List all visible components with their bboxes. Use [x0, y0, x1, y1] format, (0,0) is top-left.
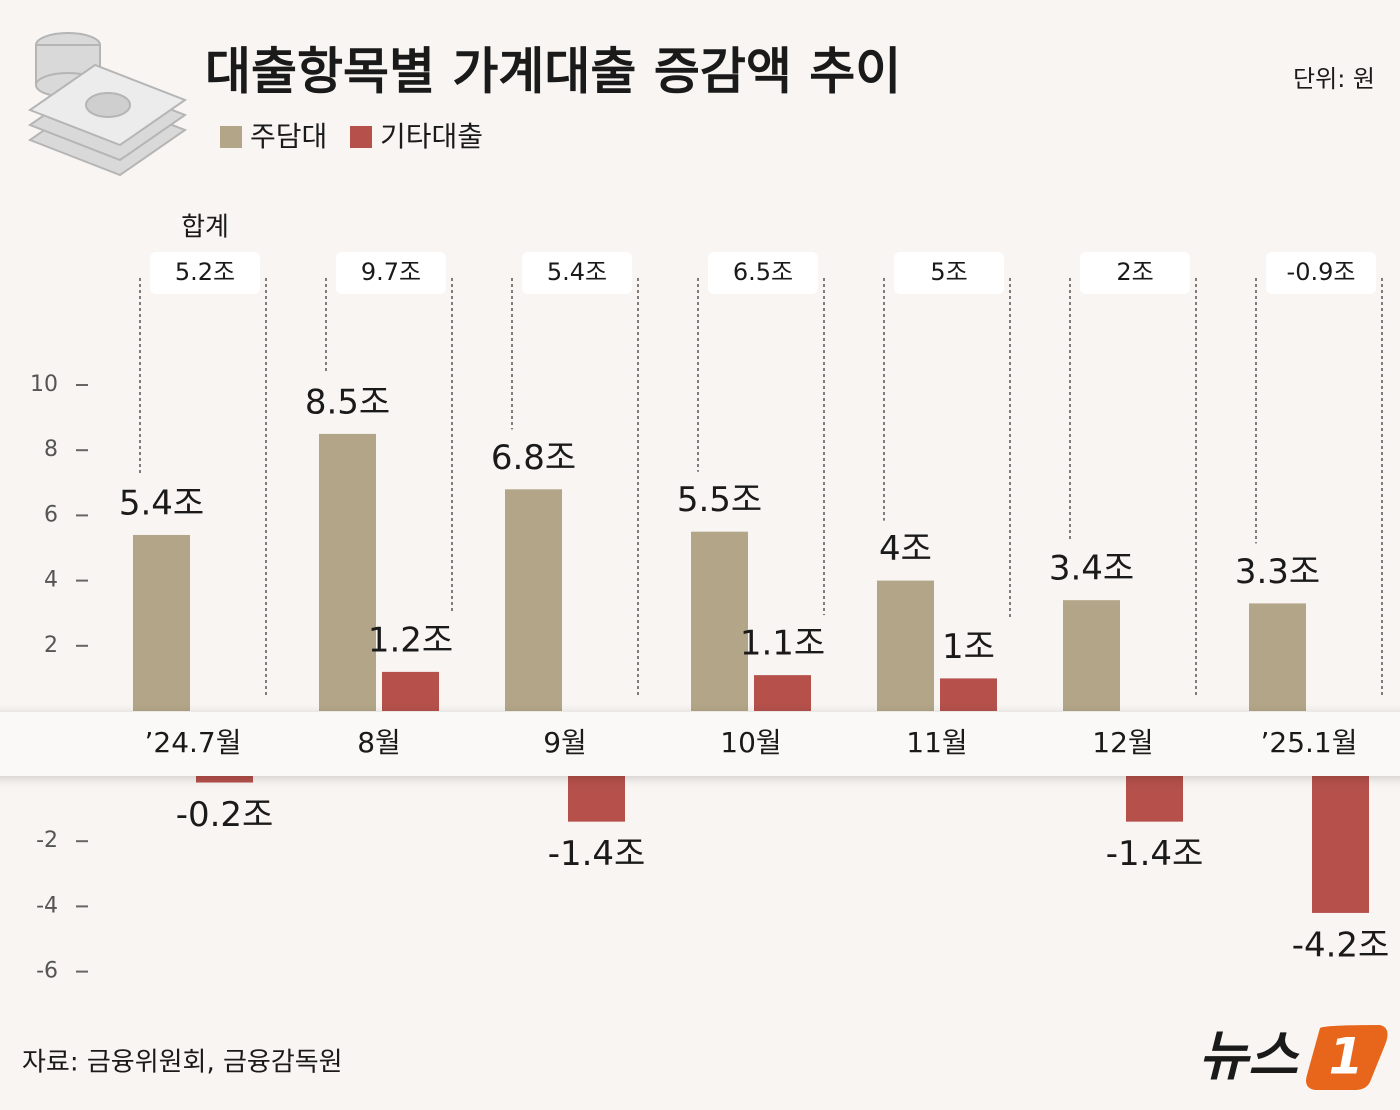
- x-tick-label: 11월: [906, 726, 967, 759]
- value-label: -1.4조: [1106, 834, 1204, 874]
- value-label: -1.4조: [548, 834, 646, 874]
- value-label: 3.3조: [1235, 552, 1320, 592]
- y-tick-label: 10: [30, 372, 58, 397]
- bar: [1063, 600, 1120, 711]
- y-tick-label: 2: [44, 633, 58, 658]
- bar: [568, 776, 625, 822]
- total-box: [522, 252, 632, 294]
- value-label: 8.5조: [305, 382, 390, 422]
- value-label: 5.5조: [677, 480, 762, 520]
- total-label: -0.9조: [1287, 258, 1356, 286]
- bar: [877, 580, 934, 711]
- y-tick-label: -4: [36, 893, 58, 918]
- x-tick-label: ’25.1월: [1260, 726, 1357, 759]
- legend-label: 기타대출: [380, 120, 483, 153]
- bar: [133, 534, 190, 711]
- y-tick-label: 8: [44, 437, 58, 462]
- logo-badge: [1306, 1025, 1388, 1090]
- total-box: [1266, 252, 1376, 294]
- total-label: 6.5조: [733, 258, 793, 286]
- value-label: 1.2조: [368, 620, 453, 660]
- y-tick-label: 4: [44, 568, 58, 593]
- total-label: 5.4조: [547, 258, 607, 286]
- value-label: -4.2조: [1292, 925, 1390, 965]
- value-label: 6.8조: [491, 438, 576, 478]
- x-tick-label: 9월: [543, 726, 587, 759]
- bar: [382, 671, 439, 711]
- bar: [691, 531, 748, 711]
- x-tick-label: ’24.7월: [144, 726, 241, 759]
- y-tick-label: -2: [36, 828, 58, 853]
- chart-title: 대출항목별 가계대출 증감액 추이: [205, 43, 901, 101]
- unit-note: 단위: 원: [1293, 65, 1375, 93]
- bar: [505, 489, 562, 711]
- legend-swatch: [350, 126, 372, 148]
- bar: [940, 678, 997, 711]
- legend-swatch: [220, 126, 242, 148]
- logo-badge-text: 1: [1329, 1028, 1364, 1086]
- logo-text: 뉴스: [1199, 1025, 1301, 1088]
- total-box: [708, 252, 818, 294]
- bar: [196, 776, 253, 783]
- x-tick-label: 10월: [720, 726, 781, 759]
- total-label: 5조: [930, 258, 967, 286]
- money-icon: [27, 32, 188, 177]
- value-label: -0.2조: [176, 795, 274, 835]
- value-label: 4조: [879, 529, 932, 569]
- total-box: [150, 252, 260, 294]
- bar: [1249, 603, 1306, 711]
- legend-label: 주담대: [250, 120, 327, 153]
- y-tick-label: 6: [44, 502, 58, 527]
- bar: [319, 433, 376, 711]
- total-label: 9.7조: [361, 258, 421, 286]
- x-tick-label: 12월: [1092, 726, 1153, 759]
- y-tick-label: -6: [36, 959, 58, 984]
- value-label: 1조: [942, 627, 995, 667]
- bar: [1126, 776, 1183, 822]
- bar: [754, 675, 811, 711]
- total-label: 2조: [1116, 258, 1153, 286]
- totals-title: 합계: [181, 213, 229, 243]
- total-box: [336, 252, 446, 294]
- bar: [1312, 776, 1369, 913]
- value-label: 3.4조: [1049, 549, 1134, 589]
- x-tick-label: 8월: [357, 726, 401, 759]
- total-box: [1080, 252, 1190, 294]
- category-band: [0, 712, 1400, 776]
- value-label: 1.1조: [740, 624, 825, 664]
- value-label: 5.4조: [119, 483, 204, 523]
- source-note: 자료: 금융위원회, 금융감독원: [22, 1048, 343, 1078]
- logo: 뉴스 1: [1199, 1025, 1388, 1090]
- total-box: [894, 252, 1004, 294]
- total-label: 5.2조: [175, 258, 235, 286]
